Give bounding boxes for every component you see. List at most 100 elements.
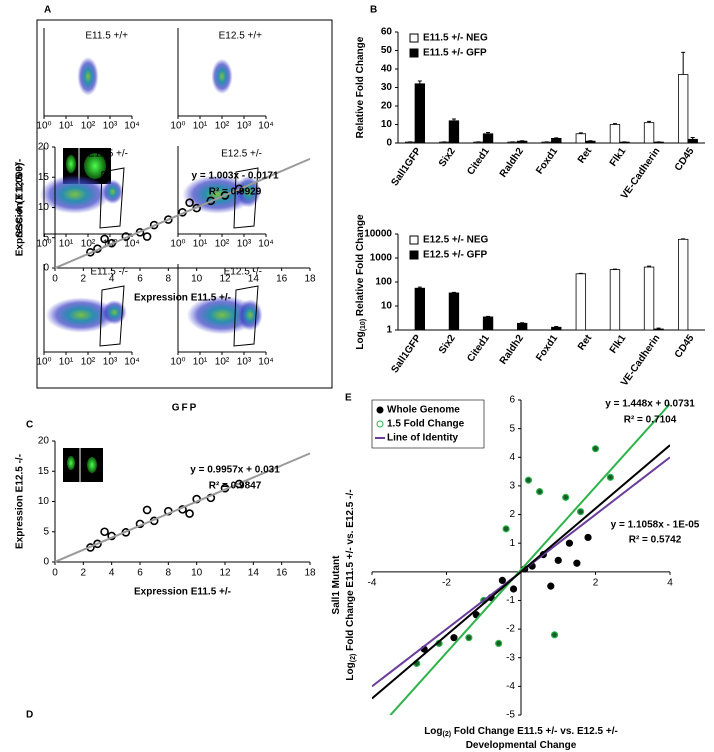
point [554,556,562,564]
y-axis-label: Sall1 Mutant [331,555,342,615]
x-tick-label: 16 [276,568,288,579]
y-tick-label: 15 [38,172,50,183]
bar [609,124,621,144]
error-bar [451,291,456,293]
y-tick-label: 30 [381,82,393,93]
point [93,539,102,549]
point [142,505,152,515]
density-cloud [211,58,233,94]
plot-label: E11.5 +/- [88,149,128,160]
y-axis-label-part: (10) [360,319,367,331]
error-bar [647,120,652,123]
error-bar [486,315,491,317]
y-tick-label: 10 [381,301,393,312]
y-axis-label-part: Relative Fold Change [355,36,366,138]
point [100,234,109,244]
y-tick-label: -2 [506,624,515,635]
x-tick-label: 10⁴ [124,357,139,368]
y-axis-label-part: Sall1 Mutant [331,555,342,615]
inset-d [63,448,103,482]
y-tick-label: -3 [506,652,515,663]
x-tick-label: 14 [248,274,260,285]
y-tick-label: 2 [509,509,515,520]
x-tick-label: 10⁴ [124,239,139,250]
x-tick-label: Cited1 [465,146,492,178]
y-axis-label: Expression E12.5 -/- [15,454,26,549]
equation: y = 0.9957x + 0.031 [190,465,280,476]
x-tick-label: 10¹ [193,239,208,250]
bar [448,292,460,331]
legend-label: E11.5 +/- NEG [423,33,488,44]
x-axis-label: Expression E11.5 +/- [134,587,231,598]
y-tick-label: 10 [38,202,50,213]
y-tick-label: -5 [506,710,515,721]
x-tick-label: 2 [81,568,87,579]
x-axis-label-part: Fold Change E11.5 +/- vs. E12.5 +/- [451,726,618,737]
error-bar [486,131,491,134]
y-tick-label: 6 [509,395,515,406]
gate [233,285,259,347]
x-axis-label: Expression E11.5 +/- [134,293,231,304]
legend-swatch [409,250,419,260]
legend-swatch [409,33,419,43]
point [509,585,518,593]
x-tick-label: 10¹ [59,239,74,250]
fit-line [372,444,670,700]
x-tick-label: 12 [219,568,231,579]
panel-a-frame [36,19,333,389]
point [185,198,194,207]
density-cloud [102,300,127,325]
panel-label: A [44,5,51,16]
x-tick-label: -2 [442,577,451,588]
point [576,508,585,516]
point [100,527,109,537]
bar [414,83,426,144]
x-tick-label: Ret [576,145,595,165]
legend-label: Line of Identity [387,433,459,444]
x-tick-label: 18 [304,274,316,285]
legend-label: E11.5 +/- GFP [423,48,487,59]
point [185,509,194,518]
x-tick-label: 10³ [237,357,252,368]
y-tick-label: 5 [43,232,49,243]
y-axis-label-part: Log [355,331,366,349]
legend-label: 1.5 Fold Change [387,419,465,430]
x-tick-label: 10¹ [193,121,208,132]
x-tick-label: 10⁰ [170,357,185,368]
error-bar [656,327,661,330]
y-tick-label: 15 [38,466,50,477]
x-tick-label: 0 [52,568,58,579]
x-tick-label: 10¹ [59,357,74,368]
bar [575,273,587,331]
y-tick-label: 5 [509,423,515,434]
gate [233,167,259,229]
x-tick-label: Foxd1 [534,333,560,364]
y-tick-label: 20 [38,142,50,153]
legend-marker [376,406,384,414]
x-tick-label: 4 [109,568,115,579]
fit-line [54,157,311,270]
x-tick-label: Flk1 [608,333,629,356]
error-bar [417,80,422,84]
legend-label: E12.5 +/- NEG [423,235,489,246]
error-bar [520,322,525,324]
error-bar [647,265,652,268]
error-bar [578,132,583,134]
point [465,634,473,642]
point [164,215,173,224]
point [450,634,458,642]
y-tick-label: 1 [386,325,392,336]
x-tick-label: 18 [304,568,316,579]
density-cloud [186,295,258,335]
error-bar [681,51,686,75]
gate [99,285,125,347]
y-tick-label: 10 [381,119,393,130]
legend-label: E12.5 +/- GFP [423,250,488,261]
x-tick-label: Six2 [437,146,458,170]
x-tick-label: CD45 [673,333,697,361]
x-tick-label: Flk1 [608,146,629,169]
r-squared: R² = 0.7104 [624,415,677,426]
bar [516,322,528,331]
x-tick-label: 4 [667,577,673,588]
